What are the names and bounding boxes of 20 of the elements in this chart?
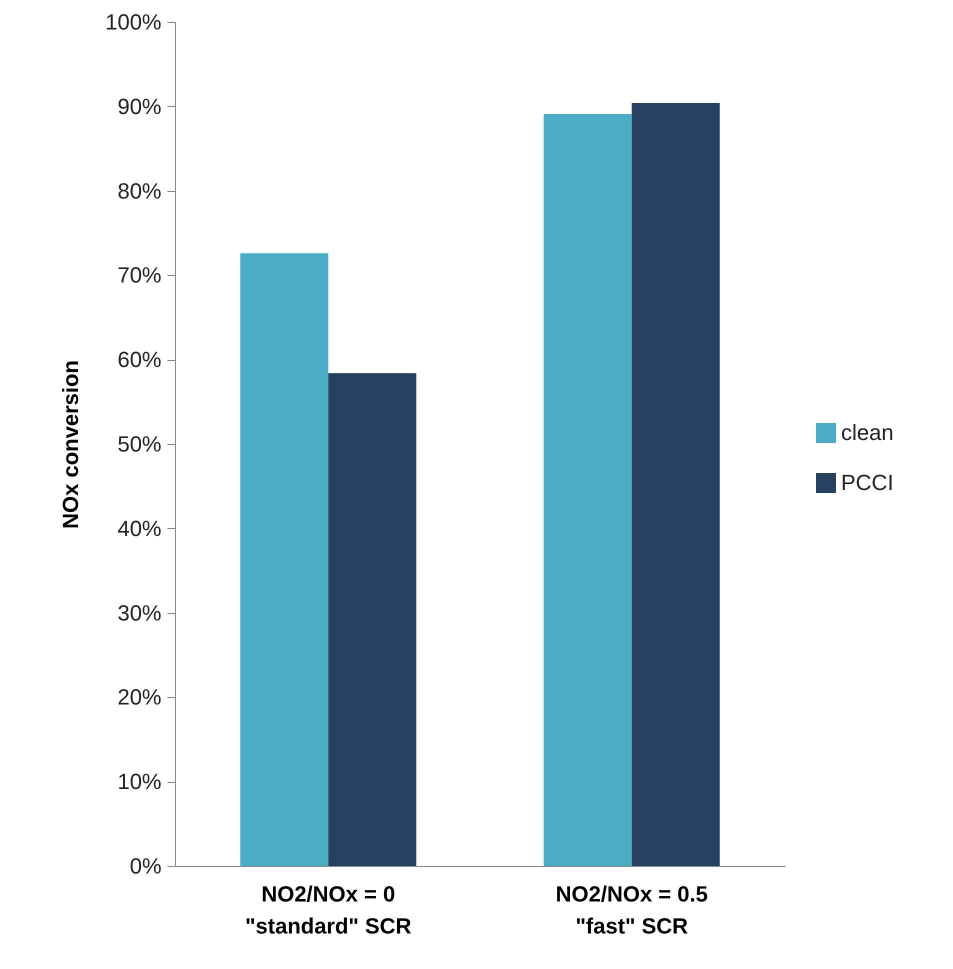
y-tick-label: 50% (117, 432, 162, 456)
y-tick-label: 90% (117, 94, 162, 119)
y-tick-label: 80% (117, 178, 162, 204)
y-tick-label: 20% (117, 684, 162, 710)
y-axis-title: NOx conversion (58, 360, 84, 529)
bar (632, 103, 720, 866)
y-tick-label: 100% (105, 10, 162, 34)
bar (240, 253, 328, 866)
y-tick-label: 0% (130, 854, 162, 878)
bar (544, 114, 632, 866)
y-tick-label: 40% (117, 516, 162, 541)
bar (328, 373, 416, 866)
y-tick-label: 60% (117, 347, 162, 372)
legend-label: PCCI (841, 470, 894, 495)
x-tick-label: NO2/NOx = 0.5 "fast" SCR (556, 882, 708, 938)
y-tick-label: 70% (117, 262, 162, 288)
y-tick-label: 30% (117, 600, 162, 626)
x-tick-label: NO2/NOx = 0 "standard" SCR (245, 882, 412, 938)
y-tick-label: 10% (117, 769, 162, 794)
legend-label: clean (841, 420, 894, 445)
